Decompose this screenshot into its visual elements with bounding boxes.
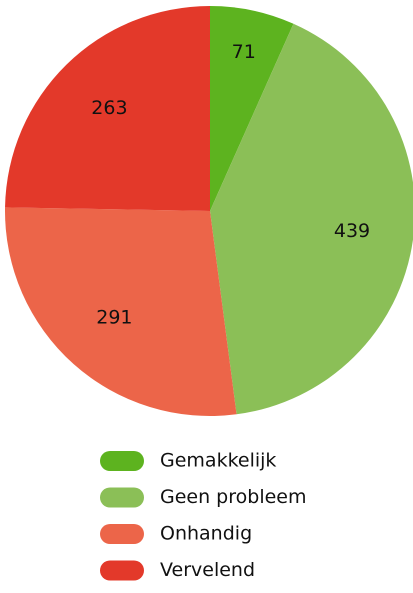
data-label: 71 <box>232 41 256 63</box>
legend-swatch <box>100 524 144 544</box>
pie-slice <box>210 6 294 211</box>
data-label: 291 <box>96 306 132 328</box>
legend-label: Geen probleem <box>160 486 307 508</box>
pie-slice <box>210 23 413 415</box>
legend-swatch <box>100 451 144 471</box>
legend-swatch <box>100 560 144 581</box>
pie-slice <box>5 207 237 416</box>
legend-label: Gemakkelijk <box>160 450 276 472</box>
legend-label: Vervelend <box>160 559 255 581</box>
data-label: 439 <box>334 220 370 242</box>
pie-slice <box>5 6 211 211</box>
legend-swatch <box>100 487 144 508</box>
legend-label: Onhandig <box>160 523 252 545</box>
data-label: 263 <box>91 97 127 119</box>
